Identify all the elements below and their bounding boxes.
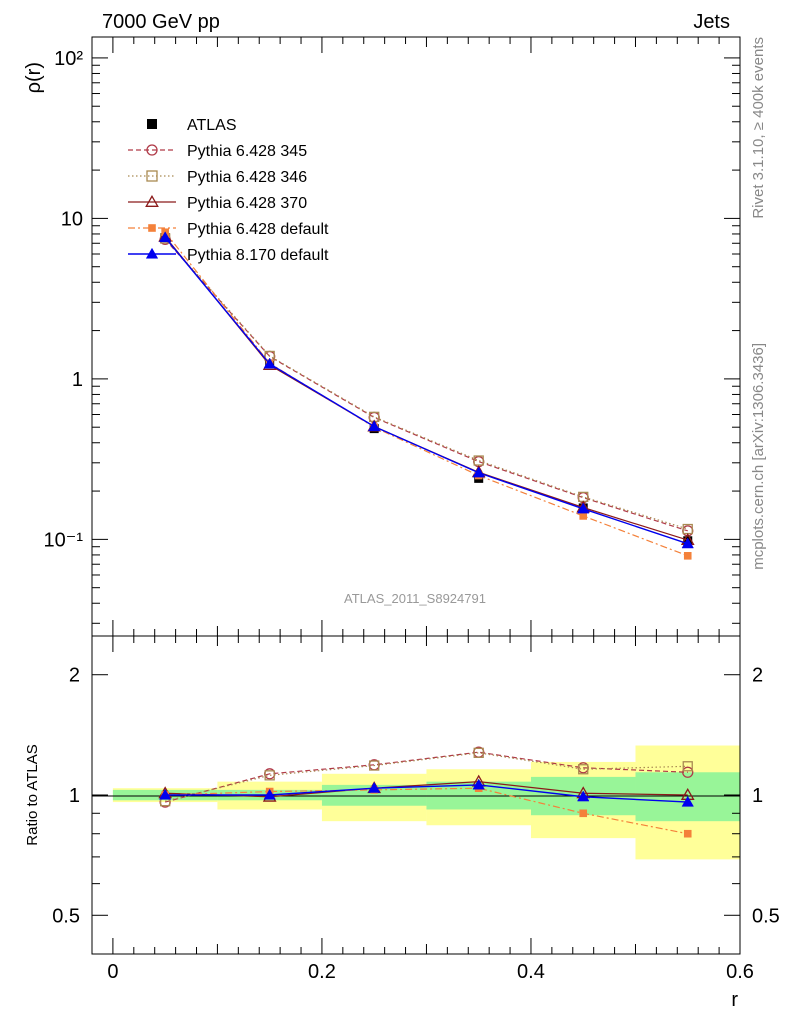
main-line-py345: [164, 238, 688, 532]
ratio-x-axis-label: r: [731, 989, 738, 1011]
ratio-axis-ticks: [91, 636, 740, 955]
main-series-py370: [158, 229, 695, 546]
main-point-pydefault: [579, 512, 588, 520]
legend-label-atlas: ATLAS: [187, 117, 237, 134]
legend-label-py370: Pythia 6.428 370: [187, 195, 307, 212]
legend-label-py345: Pythia 6.428 345: [187, 143, 307, 160]
ratio-ytick-label: 0.5: [52, 905, 80, 927]
legend-item-py370: Pythia 6.428 370: [128, 194, 307, 212]
ratio-series-layer: [158, 746, 695, 838]
main-panel: 10⁻¹ 1 10 10² ρ(r) ATLAS_2011_S8924791 ATLA…: [23, 36, 741, 637]
ratio-point-py8: [472, 778, 485, 790]
header-right: Jets: [693, 11, 730, 33]
legend-item-py346: Pythia 6.428 346: [128, 169, 307, 186]
main-ytick-label: 10⁻¹: [44, 529, 84, 551]
main-point-py8: [158, 231, 172, 243]
ratio-point-pydefault: [579, 809, 588, 818]
ratio-ytick-label-right: 2: [752, 665, 763, 687]
main-point-py346: [473, 455, 484, 466]
legend-marker-pydefault: [148, 224, 156, 232]
main-ytick-label: 10: [61, 208, 83, 230]
ratio-point-py346: [264, 770, 275, 781]
ratio-panel: 0.5 0.5 1 1 2 2 0 0.2 0.4 0.6 Ratio to ATLAS r: [24, 635, 780, 1011]
ratio-point-py346: [578, 764, 589, 775]
rivet-label: Rivet 3.1.10, ≥ 400k events: [750, 37, 767, 219]
legend-marker-py345: [146, 144, 158, 156]
ratio-point-py8: [577, 790, 590, 802]
main-tick-labels: 10⁻¹ 1 10 10²: [44, 48, 84, 551]
main-series-py345: [159, 233, 694, 537]
legend-label-pydefault: Pythia 6.428 default: [187, 221, 329, 238]
legend-label-py346: Pythia 6.428 346: [187, 169, 307, 186]
legend-item-atlas: ATLAS: [147, 117, 237, 134]
main-point-py8: [577, 502, 590, 514]
ratio-series-py8: [158, 778, 694, 807]
ratio-xtick-label: 0: [107, 961, 118, 983]
main-line-py8: [164, 237, 688, 545]
ratio-point-py8: [368, 781, 381, 793]
ratio-tick-labels: 0.5 0.5 1 1 2 2 0 0.2 0.4 0.6: [52, 665, 780, 983]
ratio-line-py346: [165, 752, 688, 802]
legend-label-py8: Pythia 8.170 default: [187, 247, 329, 264]
ratio-line-py370: [165, 781, 688, 798]
ratio-xtick-label: 0.6: [726, 961, 754, 983]
ratio-y-axis-label: Ratio to ATLAS: [24, 744, 41, 845]
legend-item-pydefault: Pythia 6.428 default: [128, 221, 329, 238]
main-ytick-label: 10²: [54, 48, 83, 70]
main-point-py8: [472, 466, 485, 478]
ratio-point-pydefault: [683, 829, 692, 838]
header-left: 7000 GeV pp: [102, 11, 220, 33]
ratio-uncertainty-bands: [112, 745, 740, 860]
main-y-axis-label: ρ(r): [23, 62, 45, 93]
main-series-layer: [158, 228, 695, 560]
legend-item-py345: Pythia 6.428 345: [128, 143, 307, 160]
ratio-point-py8: [263, 788, 276, 800]
ratio-point-py345: [682, 766, 694, 778]
ratio-point-py346: [682, 761, 693, 772]
ratio-ytick-label-right: 1: [752, 785, 763, 807]
legend: ATLAS Pythia 6.428 345 Pythia 6.428 346 Pyt…: [128, 117, 329, 264]
main-point-py8: [263, 357, 276, 369]
main-axis-ticks: [91, 37, 740, 636]
main-series-py8: [158, 231, 694, 549]
ratio-xtick-label: 0.4: [517, 961, 545, 983]
main-series-pydefault: [161, 228, 692, 560]
main-ytick-label: 1: [72, 369, 83, 391]
mcplots-label: mcplots.cern.ch [arXiv:1306.3436]: [750, 343, 767, 570]
legend-marker-py346: [146, 170, 158, 182]
main-series-py346: [160, 233, 693, 535]
ratio-ytick-label: 2: [69, 665, 80, 687]
ratio-ytick-label-right: 0.5: [752, 905, 780, 927]
legend-item-py8: Pythia 8.170 default: [128, 247, 329, 264]
main-point-pydefault: [683, 552, 692, 560]
ratio-xtick-label: 0.2: [308, 961, 336, 983]
legend-marker-atlas: [147, 119, 157, 129]
main-point-py8: [681, 537, 694, 549]
ratio-point-py346: [369, 760, 380, 771]
main-point-py8: [368, 420, 381, 432]
ratio-line-pydefault: [165, 787, 688, 835]
ratio-line-py8: [165, 784, 688, 803]
legend-marker-py370: [145, 194, 159, 207]
main-line-pydefault: [164, 231, 688, 557]
main-series-atlas: [160, 233, 693, 546]
main-line-py346: [164, 238, 688, 530]
analysis-label: ATLAS_2011_S8924791: [344, 591, 486, 606]
ratio-ytick-label: 1: [69, 785, 80, 807]
main-line-py370: [164, 236, 688, 541]
legend-marker-py8: [145, 247, 159, 259]
ratio-point-py346: [473, 747, 484, 758]
ratio-point-py8: [158, 788, 172, 800]
ratio-point-py8: [681, 795, 694, 807]
